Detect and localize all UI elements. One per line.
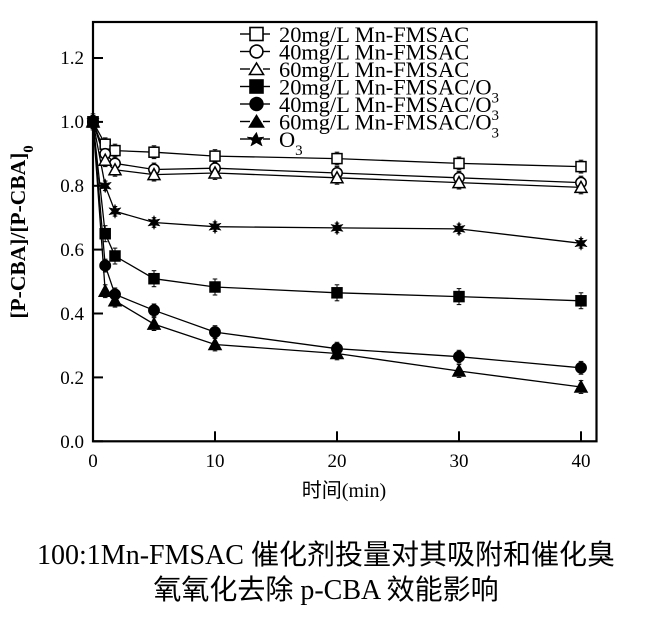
svg-text:10: 10	[206, 451, 225, 472]
svg-text:40: 40	[572, 451, 591, 472]
svg-text:1.0: 1.0	[60, 112, 84, 133]
svg-text:100:1Mn-FMSAC 催化剂投量对其吸附和催化臭: 100:1Mn-FMSAC 催化剂投量对其吸附和催化臭	[37, 539, 615, 571]
svg-text:0.0: 0.0	[60, 432, 84, 453]
svg-text:20: 20	[328, 451, 347, 472]
svg-text:0: 0	[88, 451, 98, 472]
svg-text:60mg/L Mn-FMSAC/O3: 60mg/L Mn-FMSAC/O3	[279, 110, 499, 142]
svg-text:0.6: 0.6	[60, 240, 84, 261]
svg-text:0.4: 0.4	[60, 304, 84, 325]
svg-text:0.2: 0.2	[60, 368, 84, 389]
svg-text:1.2: 1.2	[60, 48, 84, 69]
svg-text:[P-CBA]/[P-CBA]0: [P-CBA]/[P-CBA]0	[6, 145, 37, 318]
svg-text:时间(min): 时间(min)	[302, 479, 386, 502]
svg-text:30: 30	[450, 451, 469, 472]
svg-text:氧氧化去除 p-CBA 效能影响: 氧氧化去除 p-CBA 效能影响	[153, 574, 498, 606]
svg-text:0.8: 0.8	[60, 176, 84, 197]
